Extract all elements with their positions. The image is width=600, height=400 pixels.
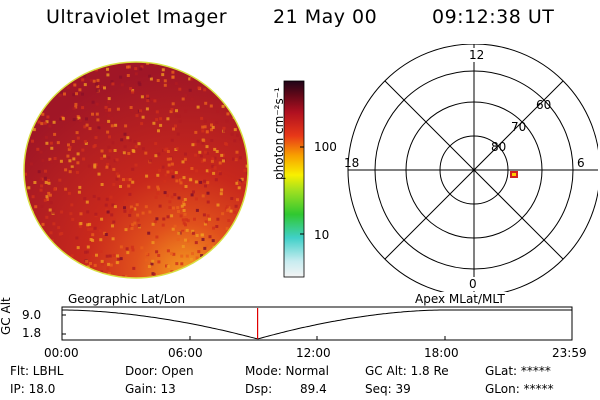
timeline-x-tick-0000: 00:00 bbox=[44, 346, 79, 360]
instrument-title: Ultraviolet Imager bbox=[46, 6, 228, 28]
polar-position-marker-core bbox=[512, 173, 516, 176]
timeline-x-tick-0600: 06:00 bbox=[168, 346, 203, 360]
polar-mlt-label-6: 6 bbox=[577, 156, 585, 170]
polar-mlt-label-12: 12 bbox=[468, 48, 486, 62]
dsp-info-value: 89.4 bbox=[300, 382, 327, 396]
gcalt-info: GC Alt: 1.8 Re bbox=[365, 364, 449, 378]
glon-info: GLon: ***** bbox=[485, 382, 554, 396]
timeline-frame bbox=[61, 306, 573, 341]
timeline-x-tick-1800: 18:00 bbox=[424, 346, 459, 360]
polar-mlt-label-0: 0 bbox=[468, 277, 478, 291]
timeline-y-tick-high: 9.0 bbox=[22, 308, 42, 322]
timeline-y-tick-low: 1.8 bbox=[22, 326, 42, 340]
polar-lat-label-80: 80 bbox=[491, 140, 507, 154]
earth-limb bbox=[23, 61, 249, 279]
polar-plot bbox=[347, 44, 598, 292]
timeline-x-tick-2359: 23:59 bbox=[552, 346, 587, 360]
colorbar-tick-label-10: 10 bbox=[314, 228, 330, 242]
uv-image bbox=[23, 61, 249, 279]
date-label: 21 May 00 bbox=[273, 6, 378, 28]
mode-info: Mode: Normal bbox=[245, 364, 329, 378]
timeline-y-label: GC Alt bbox=[0, 297, 13, 335]
dsp-info-label: Dsp: bbox=[245, 382, 273, 396]
polar-lat-label-70: 70 bbox=[511, 120, 527, 134]
colorbar-unit-label: photon cm⁻²s⁻¹ bbox=[272, 87, 286, 180]
gain-info: Gain: 13 bbox=[125, 382, 176, 396]
timeline-left-title: Geographic Lat/Lon bbox=[68, 292, 186, 306]
timeline-plot bbox=[61, 306, 573, 341]
polar-mlt-label-18: 18 bbox=[344, 156, 360, 170]
door-info: Door: Open bbox=[125, 364, 194, 378]
filter-info: Flt: LBHL bbox=[10, 364, 64, 378]
timeline-x-tick-1200: 12:00 bbox=[296, 346, 331, 360]
polar-lat-label-60: 60 bbox=[536, 98, 552, 112]
polar-diagonal-2 bbox=[384, 80, 564, 260]
colorbar bbox=[283, 80, 305, 278]
time-label: 09:12:38 UT bbox=[432, 6, 555, 28]
altitude-curve bbox=[62, 309, 572, 340]
colorbar-scale bbox=[283, 80, 305, 278]
colorbar-tick-label-100: 100 bbox=[314, 140, 337, 154]
ip-info: IP: 18.0 bbox=[10, 382, 56, 396]
seq-info: Seq: 39 bbox=[365, 382, 411, 396]
timeline-right-title: Apex MLat/MLT bbox=[415, 292, 505, 306]
glat-info: GLat: ***** bbox=[485, 364, 551, 378]
